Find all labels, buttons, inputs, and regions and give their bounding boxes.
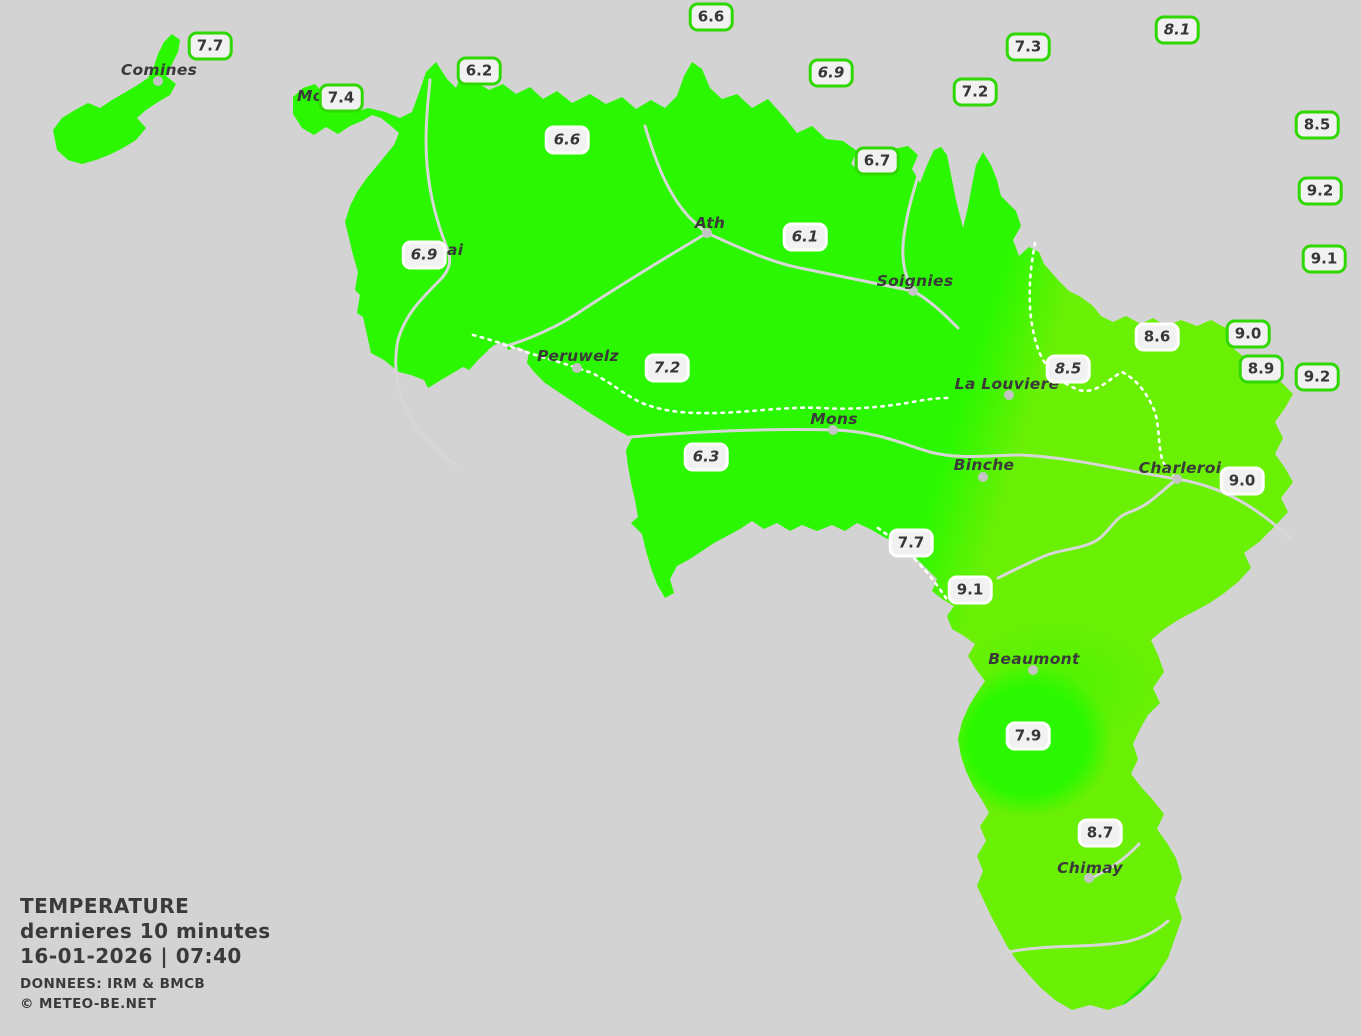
- temperature-label: 8.6: [1134, 322, 1180, 352]
- temperature-label: 9.2: [1294, 362, 1340, 392]
- road: [901, 168, 922, 293]
- city-dot-charleroi: [1172, 474, 1182, 484]
- road: [643, 124, 705, 232]
- road: [628, 427, 1294, 542]
- temperature-label: 7.7: [888, 528, 934, 558]
- map-date: 16-01-2026: [20, 944, 153, 968]
- info-panel: TEMPERATURE dernieres 10 minutes 16-01-2…: [20, 894, 271, 1014]
- city-label-ai: ai: [447, 241, 464, 259]
- city-label-soignies: Soignies: [876, 272, 954, 290]
- temperature-label: 7.2: [952, 77, 998, 107]
- temperature-label: 9.0: [1225, 319, 1271, 349]
- road: [394, 78, 457, 467]
- road: [1087, 842, 1141, 881]
- temperature-label: 9.1: [1301, 244, 1347, 274]
- road: [1006, 919, 1170, 954]
- map-subtitle: dernieres 10 minutes: [20, 919, 271, 943]
- city-dot-ath: [702, 228, 712, 238]
- copyright: © METEO-BE.NET: [20, 996, 157, 1012]
- road: [705, 231, 960, 330]
- temperature-label: 7.2: [644, 353, 690, 383]
- city-dot-soignies: [908, 286, 918, 296]
- data-source: DONNEES: IRM & BMCB: [20, 976, 206, 992]
- map-time: 07:40: [175, 944, 242, 968]
- temperature-label: 7.3: [1005, 32, 1051, 62]
- map-title: TEMPERATURE: [20, 894, 190, 918]
- temperature-label: 6.9: [808, 58, 854, 88]
- datetime-separator: |: [160, 944, 169, 968]
- city-label-charleroi: Charleroi: [1138, 459, 1222, 477]
- comines-region: [53, 34, 180, 164]
- provincial-border-dashed: [1028, 241, 1179, 481]
- temperature-label: 6.2: [456, 56, 502, 86]
- city-label-beaumont: Beaumont: [988, 650, 1080, 668]
- city-dot-comines: [153, 76, 163, 86]
- city-dot-mons: [828, 425, 838, 435]
- road: [488, 231, 709, 352]
- temperature-label: 6.6: [688, 2, 734, 32]
- temperature-label: 6.9: [401, 240, 447, 270]
- city-label-binche: Binche: [953, 456, 1015, 474]
- city-dot-la-louviere: [1004, 390, 1014, 400]
- map-datetime: 16-01-2026 | 07:40: [20, 944, 271, 969]
- temperature-label: 6.7: [854, 146, 900, 176]
- temperature-label: 9.2: [1297, 176, 1343, 206]
- road: [996, 477, 1179, 580]
- temperature-label: 8.1: [1154, 15, 1200, 45]
- temperature-label: 8.5: [1294, 110, 1340, 140]
- city-label-peruwelz: Peruwelz: [537, 347, 619, 365]
- city-label-mo: Mo: [297, 87, 324, 105]
- city-label-chimay: Chimay: [1057, 859, 1123, 877]
- city-label-ath: Ath: [694, 214, 726, 232]
- roads: [394, 78, 1294, 954]
- temperature-label: 8.9: [1238, 354, 1284, 384]
- city-dot-binche: [978, 472, 988, 482]
- city-dot-beaumont: [1028, 665, 1038, 675]
- temperature-label: 9.0: [1219, 466, 1265, 496]
- temperature-label: 7.4: [318, 83, 364, 113]
- city-label-mons: Mons: [810, 410, 858, 428]
- city-dot-peruwelz: [572, 363, 582, 373]
- city-label-la-louviere: La Louviere: [954, 375, 1060, 393]
- city-dot-chimay: [1084, 873, 1094, 883]
- temperature-label: 7.7: [187, 31, 233, 61]
- temperature-label: 9.1: [947, 575, 993, 605]
- temperature-label: 6.3: [683, 442, 729, 472]
- city-label-comines: Comines: [120, 61, 198, 79]
- temperature-label: 6.1: [782, 222, 828, 252]
- temperature-label: 6.6: [544, 125, 590, 155]
- temperature-label: 7.9: [1005, 721, 1051, 751]
- temperature-label: 8.7: [1077, 818, 1123, 848]
- temperature-label: 8.5: [1045, 354, 1091, 384]
